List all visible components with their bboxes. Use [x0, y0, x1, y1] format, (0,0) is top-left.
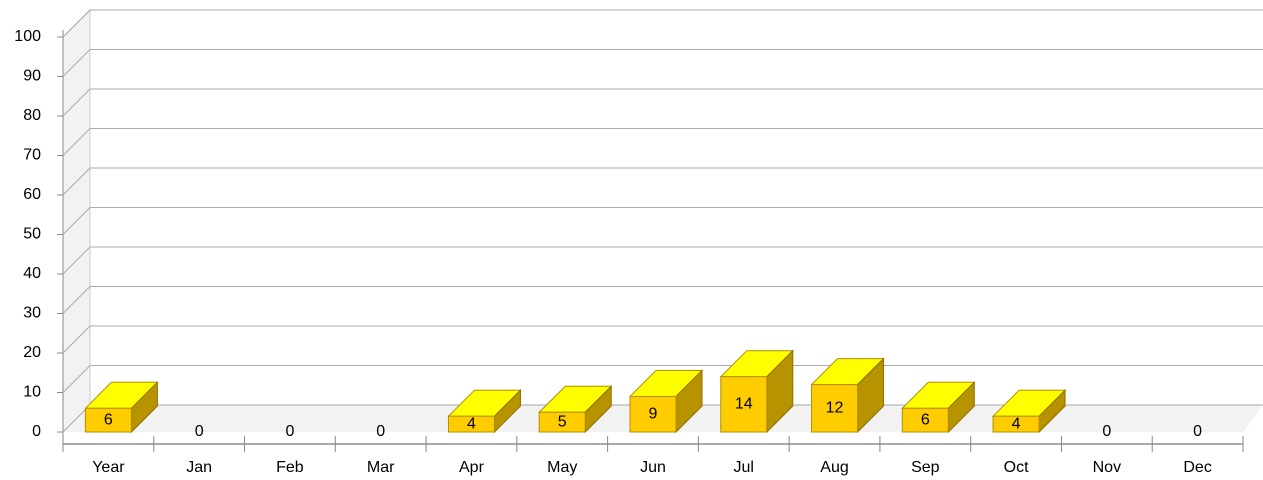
x-tick-label: Apr	[459, 459, 485, 476]
y-tick-label: 10	[23, 384, 41, 401]
data-label: 6	[104, 411, 113, 428]
x-tick-label: Aug	[820, 459, 848, 476]
x-tick-label: Oct	[1004, 459, 1029, 476]
grid-line	[62, 49, 1263, 77]
bar	[720, 376, 768, 433]
y-tick-label: 80	[23, 107, 41, 124]
y-tick-label: 40	[23, 265, 41, 282]
x-tick-label: Mar	[367, 459, 395, 476]
x-tick-label: May	[547, 459, 577, 476]
grid-line	[62, 88, 1263, 117]
data-label: 0	[1102, 423, 1111, 440]
y-tick-label: 60	[23, 186, 41, 203]
bar	[538, 411, 586, 433]
data-label: 9	[649, 405, 658, 422]
data-label: 0	[376, 423, 385, 440]
bar	[901, 407, 949, 433]
bar	[811, 384, 859, 433]
y-tick-label: 20	[23, 344, 41, 361]
data-label: 12	[826, 400, 844, 417]
bar	[447, 415, 495, 433]
bar	[629, 395, 677, 433]
grid-line	[62, 9, 1263, 38]
x-tick-label: Dec	[1183, 459, 1211, 476]
grid-line	[62, 128, 1263, 156]
x-tick-label: Jul	[734, 459, 754, 476]
x-tick-label: Nov	[1093, 459, 1121, 476]
data-label: 4	[467, 415, 476, 432]
y-tick-label: 70	[23, 147, 41, 164]
data-label: 0	[195, 423, 204, 440]
data-label: 0	[1193, 423, 1202, 440]
y-tick-label: 30	[23, 305, 41, 322]
grid-line	[62, 325, 1263, 354]
data-label: 6	[921, 411, 930, 428]
grid-line	[62, 207, 1263, 235]
y-tick-label: 90	[23, 68, 41, 85]
x-tick-label: Year	[92, 459, 125, 476]
grid-line	[62, 167, 1263, 196]
x-tick-label: Jun	[640, 459, 666, 476]
data-label: 0	[285, 423, 294, 440]
data-label: 4	[1012, 415, 1021, 432]
data-label: 14	[735, 396, 753, 413]
grid-line	[62, 286, 1263, 314]
x-tick-label: Feb	[276, 459, 304, 476]
x-tick-label: Sep	[911, 459, 940, 476]
grid-line	[62, 246, 1263, 275]
y-tick-label: 0	[32, 423, 41, 440]
x-tick-label: Jan	[186, 459, 212, 476]
bar	[84, 407, 132, 433]
bar	[992, 415, 1040, 433]
y-tick-label: 100	[14, 28, 41, 45]
y-tick-label: 50	[23, 226, 41, 243]
data-label: 5	[558, 413, 567, 430]
